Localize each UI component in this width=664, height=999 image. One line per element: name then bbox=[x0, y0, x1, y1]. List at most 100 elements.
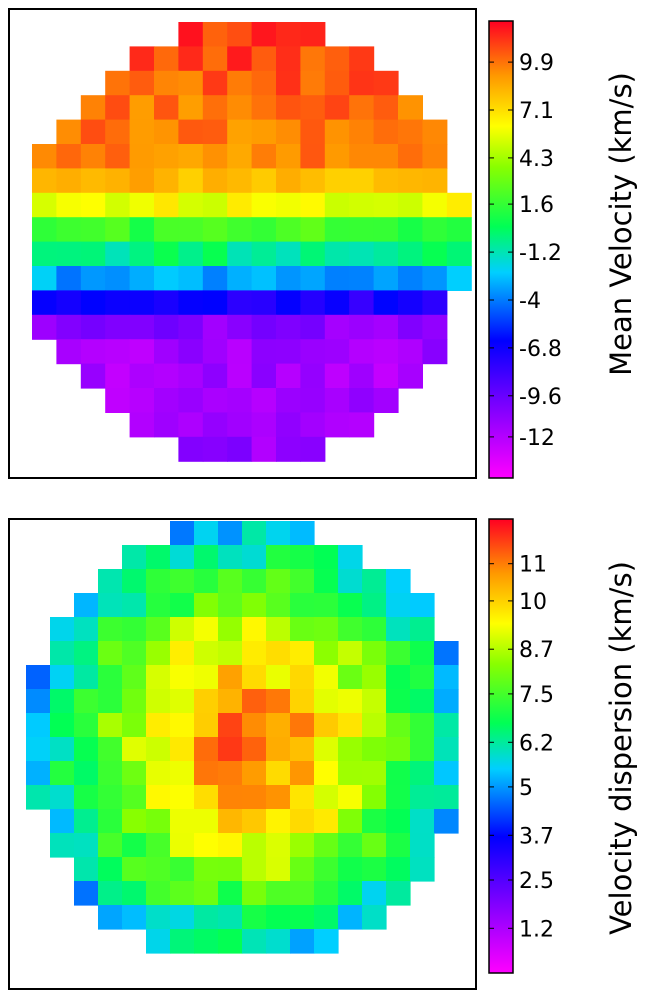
map-cell bbox=[422, 168, 448, 194]
map-cell bbox=[386, 833, 411, 858]
map-cell bbox=[276, 436, 301, 462]
map-cell bbox=[266, 833, 291, 858]
map-cell bbox=[434, 761, 459, 786]
dispersion-map-frame bbox=[8, 518, 477, 990]
map-cell bbox=[300, 119, 326, 145]
map-cell bbox=[349, 46, 375, 72]
map-cell bbox=[202, 436, 228, 462]
map-cell bbox=[154, 266, 179, 291]
map-cell bbox=[146, 593, 171, 618]
map-cell bbox=[290, 593, 315, 618]
map-cell bbox=[178, 144, 204, 169]
map-cell bbox=[386, 665, 411, 690]
map-cell bbox=[80, 144, 106, 169]
map-cell bbox=[276, 241, 301, 267]
map-cell bbox=[170, 833, 195, 858]
map-cell bbox=[276, 95, 301, 121]
map-cell bbox=[194, 881, 219, 906]
map-cell bbox=[251, 290, 277, 316]
map-cell bbox=[154, 217, 179, 243]
map-cell bbox=[129, 241, 155, 267]
map-cell bbox=[373, 388, 399, 413]
map-cell bbox=[266, 569, 291, 594]
map-cell bbox=[194, 857, 219, 882]
velocity-colorbar-frame bbox=[488, 20, 514, 479]
map-cell bbox=[338, 737, 363, 762]
map-cell bbox=[446, 192, 472, 218]
map-cell bbox=[362, 785, 387, 810]
map-cell bbox=[266, 689, 291, 714]
map-cell bbox=[242, 545, 267, 570]
map-cell bbox=[300, 217, 326, 243]
map-cell bbox=[218, 761, 243, 786]
map-cell bbox=[266, 881, 291, 906]
map-cell bbox=[227, 290, 253, 316]
map-cell bbox=[154, 95, 179, 121]
map-cell bbox=[129, 290, 155, 316]
velocity-map bbox=[32, 22, 472, 462]
map-cell bbox=[362, 857, 387, 882]
map-cell bbox=[227, 241, 253, 267]
map-cell bbox=[251, 436, 277, 462]
map-cell bbox=[338, 689, 363, 714]
dispersion-colorbar bbox=[489, 519, 513, 973]
map-cell bbox=[373, 119, 399, 145]
map-cell bbox=[146, 785, 171, 810]
map-cell bbox=[290, 569, 315, 594]
map-cell bbox=[74, 809, 99, 834]
map-cell bbox=[202, 95, 228, 121]
map-cell bbox=[314, 665, 339, 690]
map-cell bbox=[170, 737, 195, 762]
map-cell bbox=[251, 339, 277, 365]
map-cell bbox=[146, 809, 171, 834]
map-cell bbox=[154, 70, 179, 96]
map-cell bbox=[251, 266, 277, 291]
map-cell bbox=[218, 665, 243, 690]
colorbar-tick-label: 3.7 bbox=[519, 824, 554, 849]
map-cell bbox=[266, 641, 291, 666]
map-cell bbox=[349, 363, 375, 389]
map-cell bbox=[98, 833, 123, 858]
map-cell bbox=[434, 809, 459, 834]
map-cell bbox=[251, 70, 277, 96]
map-cell bbox=[386, 761, 411, 786]
map-cell bbox=[386, 593, 411, 618]
map-cell bbox=[50, 833, 75, 858]
map-cell bbox=[266, 665, 291, 690]
map-cell bbox=[154, 339, 179, 365]
map-cell bbox=[74, 737, 99, 762]
map-cell bbox=[386, 569, 411, 594]
map-cell bbox=[218, 737, 243, 762]
map-cell bbox=[290, 881, 315, 906]
map-cell bbox=[105, 217, 131, 243]
map-cell bbox=[218, 521, 243, 546]
map-cell bbox=[154, 144, 179, 169]
map-cell bbox=[122, 809, 147, 834]
map-cell bbox=[129, 363, 155, 389]
map-cell bbox=[122, 785, 147, 810]
map-cell bbox=[276, 22, 301, 47]
map-cell bbox=[218, 617, 243, 642]
map-cell bbox=[251, 46, 277, 72]
map-cell bbox=[80, 192, 106, 218]
map-cell bbox=[362, 689, 387, 714]
map-cell bbox=[349, 144, 375, 169]
map-cell bbox=[50, 761, 75, 786]
map-cell bbox=[300, 266, 326, 291]
map-cell bbox=[276, 314, 301, 340]
map-cell bbox=[202, 70, 228, 96]
map-cell bbox=[74, 665, 99, 690]
map-cell bbox=[349, 192, 375, 218]
map-cell bbox=[154, 168, 179, 194]
dispersion-colorbar-ticks: 11 10 8.7 7.5 6.2 5 3.7 2.5 1.2 bbox=[489, 553, 554, 942]
map-cell bbox=[300, 144, 326, 169]
map-cell bbox=[56, 339, 82, 365]
map-cell bbox=[129, 266, 155, 291]
map-cell bbox=[410, 833, 435, 858]
map-cell bbox=[129, 168, 155, 194]
map-cell bbox=[105, 388, 131, 413]
map-cell bbox=[194, 785, 219, 810]
map-cell bbox=[251, 314, 277, 340]
map-cell bbox=[170, 521, 195, 546]
map-cell bbox=[105, 119, 131, 145]
